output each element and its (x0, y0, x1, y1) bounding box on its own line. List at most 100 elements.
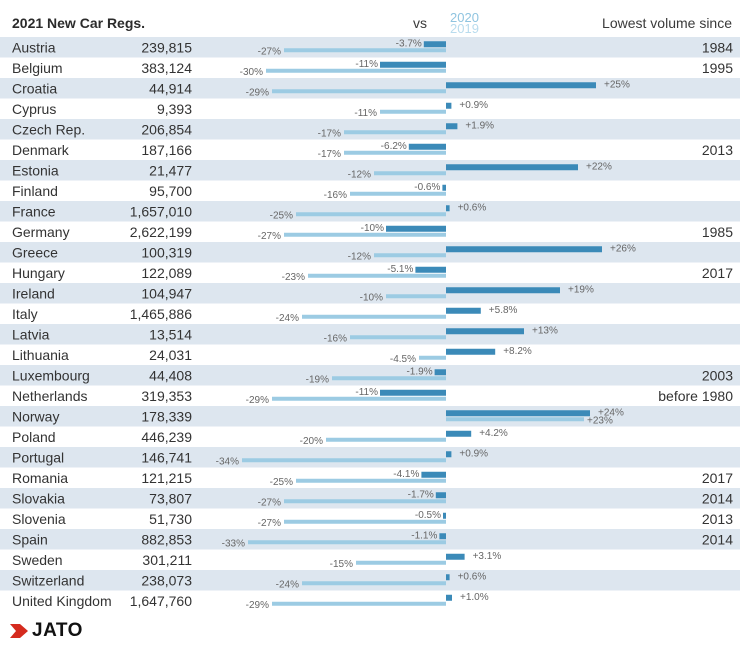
registrations-value: 21,477 (149, 162, 192, 178)
label-2020: +1.9% (465, 120, 494, 131)
registrations-value: 51,730 (149, 511, 192, 527)
label-2019: -23% (282, 272, 305, 283)
label-2020: +26% (610, 243, 636, 254)
registrations-value: 1,647,760 (130, 593, 192, 609)
label-2020: +3.1% (473, 551, 502, 562)
bar-2020 (443, 512, 446, 519)
legend-2020: 2020 (450, 10, 479, 25)
bar-2020 (446, 246, 602, 253)
lowest-volume-since: 1985 (702, 224, 733, 240)
registrations-value: 44,408 (149, 367, 192, 383)
row-background (0, 324, 740, 345)
label-2019: -29% (246, 87, 269, 98)
bar-2020 (446, 430, 472, 437)
row-background (0, 37, 740, 58)
label-2020: +0.6% (458, 571, 487, 582)
registrations-value: 24,031 (149, 347, 192, 363)
registrations-value: 121,215 (141, 470, 192, 486)
country-label: Hungary (12, 265, 65, 281)
bar-2019 (284, 499, 446, 504)
row-background (0, 365, 740, 386)
label-2019: -29% (246, 395, 269, 406)
bar-2019 (374, 253, 446, 258)
registrations-value: 44,914 (149, 80, 192, 96)
label-2020: -10% (361, 223, 384, 234)
registrations-value: 301,211 (142, 552, 192, 568)
row-background (0, 406, 740, 427)
bar-2019 (284, 519, 446, 524)
label-2019: -15% (330, 559, 353, 570)
bar-2019 (266, 68, 446, 73)
bar-2019 (284, 232, 446, 237)
bar-2020 (446, 287, 560, 294)
country-label: Denmark (12, 142, 70, 158)
bar-2019 (350, 335, 446, 340)
bar-2020 (446, 451, 452, 458)
since-column-header: Lowest volume since (602, 15, 732, 31)
label-2020: +25% (604, 79, 630, 90)
bar-2020 (446, 594, 452, 601)
registrations-value: 122,089 (141, 265, 192, 281)
row-background (0, 447, 740, 468)
registrations-value: 319,353 (141, 388, 192, 404)
bar-2020 (439, 533, 446, 540)
bar-2020 (446, 123, 458, 130)
label-2020: -1.1% (411, 530, 437, 541)
row-background (0, 529, 740, 550)
country-label: Cyprus (12, 101, 56, 117)
label-2019: -16% (324, 190, 347, 201)
label-2020: +8.2% (503, 346, 532, 357)
registrations-value: 100,319 (141, 244, 192, 260)
label-2019: -27% (258, 518, 281, 529)
bar-2019 (296, 478, 446, 483)
label-2020: -1.9% (406, 366, 432, 377)
country-label: Croatia (12, 80, 57, 96)
row-background (0, 488, 740, 509)
bar-2020 (423, 41, 446, 48)
row-background (0, 201, 740, 222)
label-2019: -17% (318, 149, 341, 160)
bar-2019 (248, 540, 446, 545)
registrations-value: 1,465,886 (130, 306, 192, 322)
country-label: Latvia (12, 326, 50, 342)
bar-2020 (434, 369, 446, 376)
registrations-value: 206,854 (141, 121, 192, 137)
registrations-value: 9,393 (157, 101, 192, 117)
country-label: Romania (12, 470, 68, 486)
bar-2019 (374, 171, 446, 176)
lowest-volume-since: 2013 (702, 142, 733, 158)
bar-2020 (446, 307, 481, 314)
label-2019: -17% (318, 128, 341, 139)
label-2019: +23% (587, 415, 613, 426)
legend-2019: 2019 (450, 21, 479, 36)
bar-2019 (326, 437, 446, 442)
registrations-value: 882,853 (141, 531, 192, 547)
bar-2019 (272, 601, 446, 606)
label-2019: -33% (222, 538, 245, 549)
country-label: France (12, 203, 56, 219)
bar-2020 (435, 492, 446, 499)
bar-2019 (332, 376, 446, 381)
label-2020: -11% (355, 59, 378, 70)
country-label: Finland (12, 183, 58, 199)
country-label: Greece (12, 244, 58, 260)
bar-2019 (242, 458, 446, 463)
jato-logo: JATO (10, 620, 83, 642)
registrations-value: 146,741 (141, 449, 192, 465)
bar-2020 (446, 348, 496, 355)
label-2019: -24% (276, 313, 299, 324)
label-2019: -25% (270, 477, 293, 488)
label-2019: -12% (348, 169, 371, 180)
bar-2020 (446, 328, 524, 335)
label-2019: -11% (354, 108, 377, 119)
country-label: United Kingdom (12, 593, 112, 609)
bar-2019 (272, 396, 446, 401)
country-label: Italy (12, 306, 38, 322)
bar-2020 (446, 205, 450, 212)
registrations-value: 95,700 (149, 183, 192, 199)
label-2020: +1.0% (460, 592, 489, 603)
country-label: Czech Rep. (12, 121, 85, 137)
country-label: Estonia (12, 162, 59, 178)
country-label: Luxembourg (12, 367, 90, 383)
label-2019: -19% (306, 374, 329, 385)
